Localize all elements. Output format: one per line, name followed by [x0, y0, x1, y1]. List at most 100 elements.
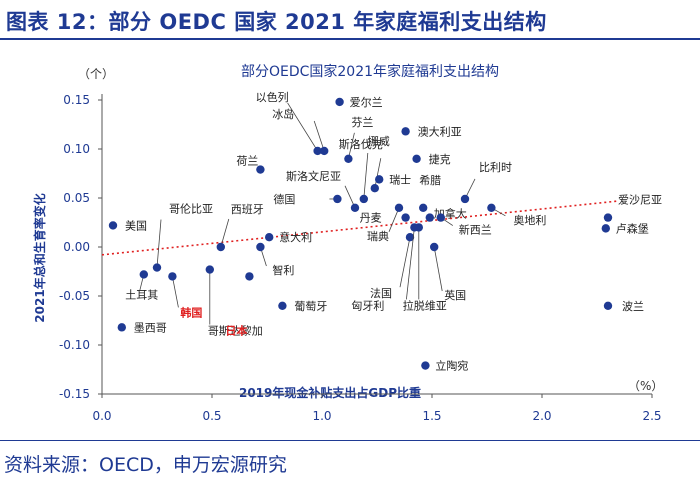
data-point-label: 奥地利: [513, 213, 546, 227]
y-axis-title: 2021年总和生育率变化: [32, 193, 47, 322]
data-point-13[interactable]: [320, 146, 329, 156]
figure-title: 图表 12：部分 OEDC 国家 2021 年家庭福利支出结构: [6, 10, 547, 34]
x-unit-label: （%）: [628, 379, 663, 393]
data-point-label: 法国: [370, 286, 392, 300]
data-point-label: 意大利: [279, 230, 312, 244]
chart-title: 部分OEDC国家2021年家庭福利支出结构: [241, 63, 499, 80]
y-tick-label: 0.15: [63, 93, 90, 107]
label-leader-line: [313, 120, 325, 152]
x-tick-label: 1.5: [422, 409, 441, 423]
data-point-label: 爱尔兰: [350, 96, 383, 109]
data-point-29[interactable]: [425, 213, 434, 222]
label-leader-line: [433, 246, 443, 292]
data-point-37[interactable]: [603, 301, 613, 310]
data-point-23[interactable]: [405, 233, 415, 242]
data-point-10[interactable]: [256, 165, 265, 174]
data-point-2[interactable]: [139, 270, 148, 279]
x-tick-label: 2.5: [642, 409, 661, 423]
y-tick-label: 0.05: [63, 191, 90, 205]
data-point-17[interactable]: [350, 203, 360, 212]
data-point-label: 韩国: [180, 305, 202, 319]
data-point-label: 匈牙利: [351, 298, 384, 312]
data-point-22[interactable]: [401, 213, 410, 222]
data-point-label: 葡萄牙: [294, 300, 327, 313]
data-point-32[interactable]: [421, 361, 430, 370]
data-point-label: 比利时: [479, 161, 512, 174]
data-point-11[interactable]: [278, 301, 287, 310]
data-point-28[interactable]: [419, 203, 428, 212]
data-point-label: 墨西哥: [134, 321, 167, 334]
figure-header: 图表 12：部分 OEDC 国家 2021 年家庭福利支出结构: [0, 0, 700, 40]
data-point-4[interactable]: [168, 272, 177, 281]
data-point-label: 英国: [444, 288, 466, 302]
label-leader-line: [220, 218, 230, 248]
data-point-label: 丹麦: [360, 212, 382, 225]
data-point-20[interactable]: [375, 175, 384, 184]
x-tick-label: 1.0: [312, 409, 331, 423]
scatter-chart: 部分OEDC国家2021年家庭福利支出结构 （个） （%） 2021年总和生育率…: [32, 63, 663, 423]
label-leader-line: [287, 102, 318, 152]
data-point-label: 芬兰: [351, 116, 373, 129]
data-point-label: 哥伦比亚: [169, 202, 213, 216]
data-point-12[interactable]: [313, 146, 322, 156]
label-leader-line: [406, 227, 415, 300]
data-point-label: 斯洛伐克: [339, 137, 383, 151]
data-point-label: 希腊: [419, 173, 441, 187]
data-point-label: 拉脱维亚: [403, 298, 447, 312]
data-point-label: 新西兰: [459, 223, 492, 237]
data-point-label: 挪威: [368, 134, 390, 148]
data-point-label: 德国: [273, 192, 295, 206]
data-point-label: 波兰: [622, 300, 644, 313]
data-point-label: 智利: [272, 263, 294, 277]
data-point-16[interactable]: [344, 154, 353, 163]
data-point-label: 以色列: [256, 90, 289, 104]
data-point-27[interactable]: [412, 154, 421, 163]
data-point-18[interactable]: [359, 194, 368, 204]
axes: 0.15 0.10 0.05 0.00 -0.05 -0.10 -0.150.0 0.5 1.0…: [59, 93, 662, 423]
label-leader-line: [172, 276, 179, 308]
y-tick-label: 0.10: [63, 142, 90, 156]
footer-divider: [0, 440, 700, 441]
data-point-label: 瑞典: [367, 229, 389, 243]
data-point-label: 瑞士: [389, 172, 411, 186]
x-axis-title: 2019年现金补贴支出占GDP比重: [239, 385, 421, 400]
data-point-1[interactable]: [117, 323, 127, 332]
x-tick-label: 0.0: [92, 409, 111, 423]
label-leader-line: [374, 158, 382, 189]
data-point-31[interactable]: [436, 213, 445, 222]
data-point-34[interactable]: [487, 203, 496, 212]
data-point-35[interactable]: [603, 213, 613, 222]
y-unit-label: （个）: [78, 67, 114, 81]
label-leader-line: [388, 207, 400, 232]
data-point-6[interactable]: [216, 242, 225, 252]
data-point-14[interactable]: [333, 194, 342, 204]
data-point-36[interactable]: [601, 224, 610, 233]
data-point-21[interactable]: [394, 203, 404, 212]
data-point-label: 美国: [125, 219, 147, 232]
label-leader-line: [363, 152, 369, 200]
header-divider: [0, 38, 700, 40]
data-point-25[interactable]: [414, 223, 423, 232]
data-point-label: 立陶宛: [435, 359, 468, 373]
data-point-8[interactable]: [256, 242, 265, 252]
label-leader-line: [399, 237, 411, 288]
data-point-26[interactable]: [401, 127, 410, 136]
label-leader-line: [156, 219, 162, 268]
x-tick-label: 0.5: [202, 409, 221, 423]
data-point-3[interactable]: [152, 263, 162, 272]
source-note: 资料来源：OECD，申万宏源研究: [4, 454, 287, 476]
label-leader-line: [348, 132, 355, 159]
data-point-label: 荷兰: [236, 155, 258, 168]
data-point-label: 西班牙: [231, 203, 264, 216]
data-point-5[interactable]: [205, 265, 214, 274]
data-point-33[interactable]: [460, 194, 470, 204]
data-point-label: 澳大利亚: [418, 124, 462, 138]
data-point-9[interactable]: [265, 233, 274, 242]
data-point-15[interactable]: [335, 97, 344, 107]
data-point-0[interactable]: [108, 221, 118, 230]
data-point-7[interactable]: [245, 272, 254, 281]
data-point-30[interactable]: [430, 242, 439, 252]
trendline: [101, 200, 620, 256]
data-point-19[interactable]: [370, 184, 379, 193]
